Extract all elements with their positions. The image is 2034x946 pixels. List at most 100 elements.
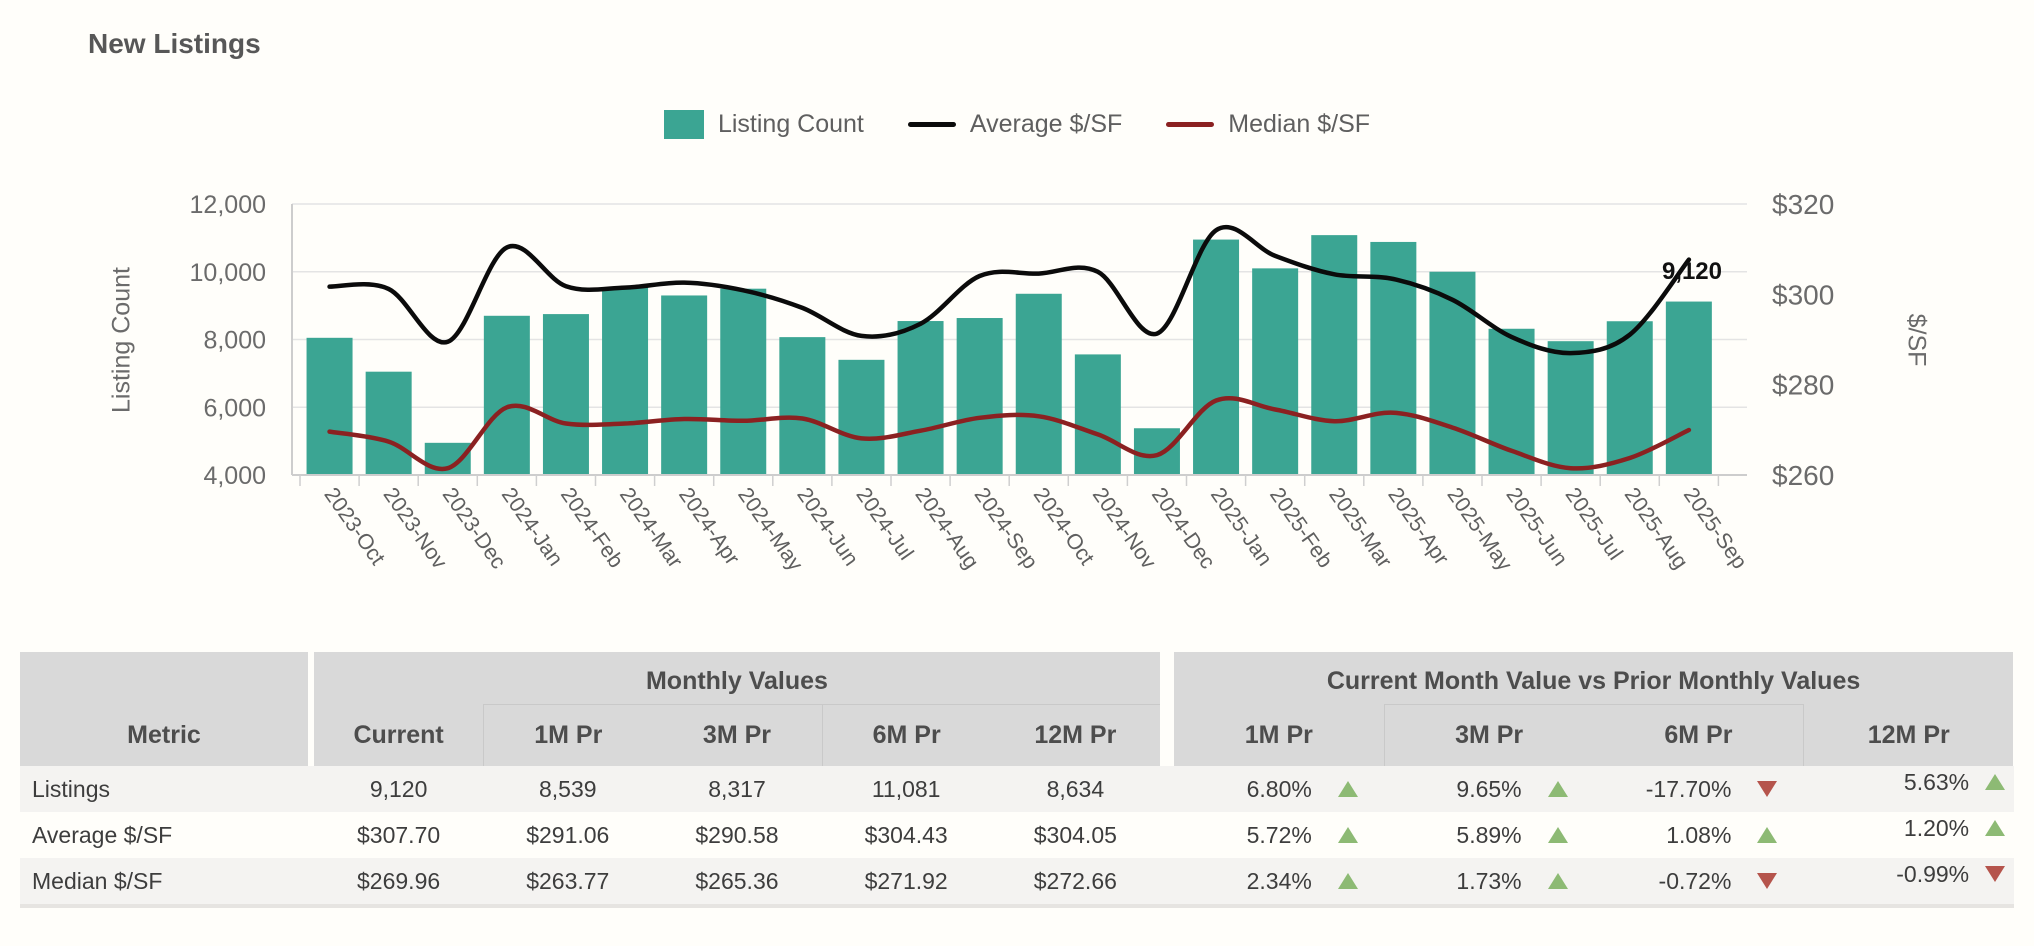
bar-2025-Aug[interactable] <box>1606 321 1653 475</box>
column-header-1m-pr: 1M Pr <box>483 704 653 766</box>
comparison-cell: 5.63% <box>1803 759 2013 805</box>
bar-2024-Aug[interactable] <box>897 321 944 475</box>
group-header-monthly-values: Monthly Values <box>314 652 1160 704</box>
metric-cell: Average $/SF <box>32 821 173 848</box>
trend-up-icon <box>1337 827 1358 843</box>
column-header-cmp-6m-pr: 6M Pr <box>1593 704 1804 766</box>
column-header-6m-pr: 6M Pr <box>821 704 991 766</box>
monthly-value-cell: 9,120 <box>369 775 428 802</box>
bar-2024-May[interactable] <box>720 288 767 475</box>
legend-item-average-sf[interactable]: Average $/SF <box>907 110 1123 139</box>
line-swatch-icon <box>1166 122 1215 127</box>
bar-2024-Jul[interactable] <box>838 359 885 475</box>
comparison-cell: 5.89% <box>1384 812 1594 858</box>
bar-2024-Mar[interactable] <box>602 286 649 475</box>
legend-label: Listing Count <box>717 110 864 138</box>
column-header-cmp-1m-pr: 1M Pr <box>1173 704 1384 766</box>
monthly-value-cell: $290.58 <box>695 821 779 848</box>
page-title: New Listings <box>88 28 261 59</box>
left-axis-tick-label: 6,000 <box>203 394 266 422</box>
bar-2025-May[interactable] <box>1429 271 1476 475</box>
monthly-value-cell: $263.77 <box>526 867 610 894</box>
comparison-value: 1.08% <box>1666 821 1732 848</box>
comparison-value: 5.72% <box>1246 821 1312 848</box>
comparison-value: 6.80% <box>1246 775 1312 802</box>
metric-cell: Listings <box>32 775 110 802</box>
metric-cell: Median $/SF <box>32 867 163 894</box>
monthly-value-cell: $269.96 <box>357 867 441 894</box>
comparison-cell: 1.73% <box>1384 858 1594 904</box>
right-axis-tick-label: $260 <box>1772 460 1834 491</box>
comparison-cell: 9.65% <box>1384 766 1594 812</box>
comparison-cell: 1.20% <box>1803 805 2013 851</box>
trend-up-icon <box>1985 774 2006 790</box>
bar-2023-Oct[interactable] <box>306 337 353 475</box>
monthly-value-cell: $291.06 <box>526 821 610 848</box>
table-header: Metric Monthly Values Current Month Valu… <box>20 652 2014 766</box>
comparison-cell: 6.80% <box>1174 766 1384 812</box>
bar-2024-Apr[interactable] <box>661 295 708 475</box>
column-header-3m-pr: 3M Pr <box>652 704 822 766</box>
comparison-value: 9.65% <box>1456 775 1522 802</box>
table-row-average-sf: Average $/SF $307.70 $291.06 $290.58 $304.43… <box>20 812 2014 858</box>
left-axis-tick-label: 4,000 <box>203 462 266 490</box>
monthly-value-cell: 8,634 <box>1046 775 1105 802</box>
comparison-cell: 5.72% <box>1174 812 1384 858</box>
legend-label: Average $/SF <box>969 110 1123 138</box>
group-header-comparisons: Current Month Value vs Prior Monthly Val… <box>1173 652 2014 704</box>
monthly-value-cell: 8,317 <box>708 775 766 802</box>
bar-2023-Nov[interactable] <box>365 371 412 475</box>
trend-up-icon <box>1757 827 1778 843</box>
trend-up-icon <box>1337 873 1358 889</box>
trend-down-icon <box>1757 781 1778 797</box>
trend-up-icon <box>1547 781 1568 797</box>
chart-legend: Listing Count Average $/SF Median $/SF <box>0 110 2034 139</box>
monthly-value-cell: $304.43 <box>864 821 948 848</box>
trend-up-icon <box>1547 873 1568 889</box>
right-axis-tick-label: $280 <box>1772 370 1834 401</box>
comparison-value: 1.20% <box>1903 814 1970 841</box>
line-median-sf <box>327 395 1692 472</box>
bar-2024-Nov[interactable] <box>1074 354 1121 475</box>
legend-item-listing-count[interactable]: Listing Count <box>663 110 864 139</box>
bar-2025-Feb[interactable] <box>1252 268 1299 475</box>
comparison-value: 5.89% <box>1456 821 1522 848</box>
bar-2024-Jun[interactable] <box>779 337 826 475</box>
comparison-cell: 1.08% <box>1594 812 1804 858</box>
comparison-cell: 2.34% <box>1174 858 1384 904</box>
trend-down-icon <box>1985 866 2006 882</box>
table-row-listings: Listings 9,120 8,539 8,317 11,081 8,634 6.80% 9… <box>20 766 2014 812</box>
comparison-value: -17.70% <box>1645 775 1732 802</box>
legend-item-median-sf[interactable]: Median $/SF <box>1166 110 1370 139</box>
monthly-value-cell: $265.36 <box>695 867 779 894</box>
comparison-value: 1.73% <box>1456 867 1522 894</box>
trend-up-icon <box>1547 827 1568 843</box>
monthly-value-cell: $304.05 <box>1033 821 1117 848</box>
bar-2025-Sep[interactable] <box>1665 301 1712 475</box>
monthly-value-cell: $272.66 <box>1033 867 1117 894</box>
bar-swatch-icon <box>663 110 704 139</box>
comparison-value: -0.99% <box>1896 860 1970 887</box>
legend-label: Median $/SF <box>1228 110 1371 138</box>
monthly-value-cell: 11,081 <box>871 775 941 802</box>
bar-2024-Feb[interactable] <box>542 314 589 475</box>
left-axis-tick-label: 10,000 <box>190 259 266 287</box>
column-header-current: Current <box>314 704 484 766</box>
table-row-median-sf: Median $/SF $269.96 $263.77 $265.36 $271.92 $… <box>20 858 2014 904</box>
column-header-cmp-12m-pr: 12M Pr <box>1803 704 2014 766</box>
bar-2024-Jan[interactable] <box>483 315 530 475</box>
comparison-value: 2.34% <box>1246 867 1312 894</box>
comparison-value: -0.72% <box>1658 867 1732 894</box>
column-header-cmp-3m-pr: 3M Pr <box>1383 704 1594 766</box>
data-label-current-listings: 9,120 <box>1662 258 1722 285</box>
bar-2025-Jul[interactable] <box>1547 341 1594 475</box>
line-swatch-icon <box>907 122 956 127</box>
bar-2025-Jan[interactable] <box>1193 239 1240 475</box>
bar-2024-Dec[interactable] <box>1133 428 1180 475</box>
bar-2024-Oct[interactable] <box>1015 293 1062 475</box>
line-average-sf <box>327 224 1692 356</box>
left-axis-tick-label: 12,000 <box>190 191 266 219</box>
bar-2024-Sep[interactable] <box>956 318 1003 475</box>
trend-up-icon <box>1337 781 1358 797</box>
